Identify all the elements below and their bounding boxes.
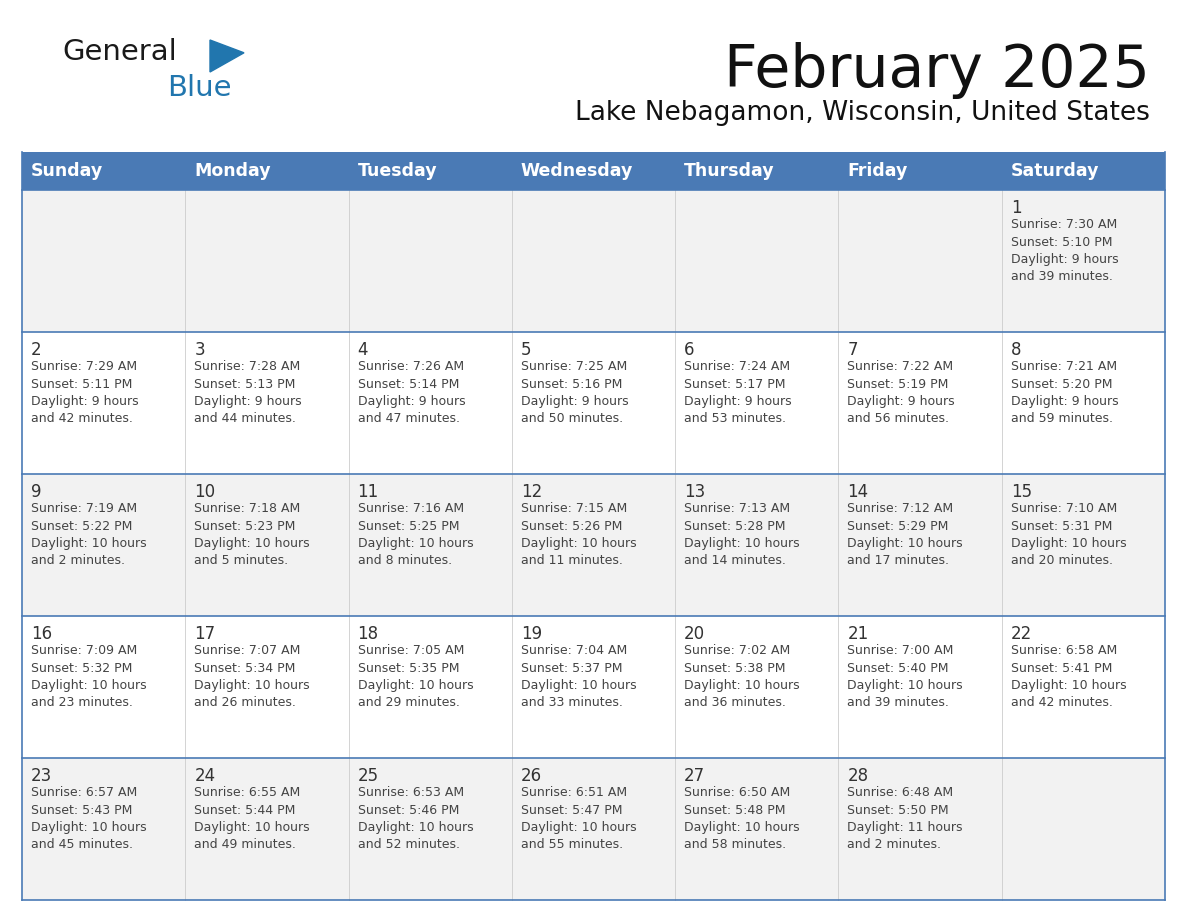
Bar xyxy=(675,152,839,190)
Text: 5: 5 xyxy=(520,341,531,359)
Text: Sunrise: 7:04 AM
Sunset: 5:37 PM
Daylight: 10 hours
and 33 minutes.: Sunrise: 7:04 AM Sunset: 5:37 PM Dayligh… xyxy=(520,644,637,710)
Text: 3: 3 xyxy=(195,341,204,359)
Bar xyxy=(1001,152,1165,190)
Text: 8: 8 xyxy=(1011,341,1022,359)
Text: Sunrise: 7:21 AM
Sunset: 5:20 PM
Daylight: 9 hours
and 59 minutes.: Sunrise: 7:21 AM Sunset: 5:20 PM Dayligh… xyxy=(1011,360,1118,426)
Text: Sunrise: 7:07 AM
Sunset: 5:34 PM
Daylight: 10 hours
and 26 minutes.: Sunrise: 7:07 AM Sunset: 5:34 PM Dayligh… xyxy=(195,644,310,710)
Text: Saturday: Saturday xyxy=(1011,162,1099,180)
Text: Wednesday: Wednesday xyxy=(520,162,633,180)
Text: Sunrise: 7:28 AM
Sunset: 5:13 PM
Daylight: 9 hours
and 44 minutes.: Sunrise: 7:28 AM Sunset: 5:13 PM Dayligh… xyxy=(195,360,302,426)
Text: Sunrise: 6:48 AM
Sunset: 5:50 PM
Daylight: 11 hours
and 2 minutes.: Sunrise: 6:48 AM Sunset: 5:50 PM Dayligh… xyxy=(847,786,963,852)
Text: Monday: Monday xyxy=(195,162,271,180)
Text: 2: 2 xyxy=(31,341,42,359)
Text: 18: 18 xyxy=(358,625,379,643)
Text: Lake Nebagamon, Wisconsin, United States: Lake Nebagamon, Wisconsin, United States xyxy=(575,100,1150,126)
Text: Sunrise: 7:16 AM
Sunset: 5:25 PM
Daylight: 10 hours
and 8 minutes.: Sunrise: 7:16 AM Sunset: 5:25 PM Dayligh… xyxy=(358,502,473,567)
Text: 12: 12 xyxy=(520,483,542,501)
Text: Friday: Friday xyxy=(847,162,908,180)
Bar xyxy=(23,332,1165,474)
Text: February 2025: February 2025 xyxy=(725,42,1150,99)
Text: Sunrise: 7:05 AM
Sunset: 5:35 PM
Daylight: 10 hours
and 29 minutes.: Sunrise: 7:05 AM Sunset: 5:35 PM Dayligh… xyxy=(358,644,473,710)
Text: Sunrise: 7:15 AM
Sunset: 5:26 PM
Daylight: 10 hours
and 11 minutes.: Sunrise: 7:15 AM Sunset: 5:26 PM Dayligh… xyxy=(520,502,637,567)
Text: Sunrise: 7:29 AM
Sunset: 5:11 PM
Daylight: 9 hours
and 42 minutes.: Sunrise: 7:29 AM Sunset: 5:11 PM Dayligh… xyxy=(31,360,139,426)
Text: 6: 6 xyxy=(684,341,695,359)
Text: Tuesday: Tuesday xyxy=(358,162,437,180)
Bar xyxy=(23,758,1165,900)
Text: Sunrise: 7:24 AM
Sunset: 5:17 PM
Daylight: 9 hours
and 53 minutes.: Sunrise: 7:24 AM Sunset: 5:17 PM Dayligh… xyxy=(684,360,791,426)
Text: 19: 19 xyxy=(520,625,542,643)
Text: Sunrise: 6:51 AM
Sunset: 5:47 PM
Daylight: 10 hours
and 55 minutes.: Sunrise: 6:51 AM Sunset: 5:47 PM Dayligh… xyxy=(520,786,637,852)
Text: 26: 26 xyxy=(520,767,542,785)
Bar xyxy=(23,616,1165,758)
Text: 11: 11 xyxy=(358,483,379,501)
Text: General: General xyxy=(62,38,177,66)
Text: Sunrise: 7:10 AM
Sunset: 5:31 PM
Daylight: 10 hours
and 20 minutes.: Sunrise: 7:10 AM Sunset: 5:31 PM Dayligh… xyxy=(1011,502,1126,567)
Text: 1: 1 xyxy=(1011,199,1022,217)
Bar xyxy=(512,152,675,190)
Text: Sunrise: 6:57 AM
Sunset: 5:43 PM
Daylight: 10 hours
and 45 minutes.: Sunrise: 6:57 AM Sunset: 5:43 PM Dayligh… xyxy=(31,786,146,852)
Text: Sunrise: 7:12 AM
Sunset: 5:29 PM
Daylight: 10 hours
and 17 minutes.: Sunrise: 7:12 AM Sunset: 5:29 PM Dayligh… xyxy=(847,502,963,567)
Bar xyxy=(348,152,512,190)
Text: Sunrise: 6:50 AM
Sunset: 5:48 PM
Daylight: 10 hours
and 58 minutes.: Sunrise: 6:50 AM Sunset: 5:48 PM Dayligh… xyxy=(684,786,800,852)
Text: 9: 9 xyxy=(31,483,42,501)
Bar xyxy=(23,474,1165,616)
Text: 21: 21 xyxy=(847,625,868,643)
Text: 25: 25 xyxy=(358,767,379,785)
Text: Sunrise: 7:19 AM
Sunset: 5:22 PM
Daylight: 10 hours
and 2 minutes.: Sunrise: 7:19 AM Sunset: 5:22 PM Dayligh… xyxy=(31,502,146,567)
Text: 14: 14 xyxy=(847,483,868,501)
Text: Sunday: Sunday xyxy=(31,162,103,180)
Text: 22: 22 xyxy=(1011,625,1032,643)
Text: 28: 28 xyxy=(847,767,868,785)
Text: 16: 16 xyxy=(31,625,52,643)
Text: Blue: Blue xyxy=(168,74,232,102)
Polygon shape xyxy=(210,40,244,72)
Bar xyxy=(23,190,1165,332)
Text: Sunrise: 7:30 AM
Sunset: 5:10 PM
Daylight: 9 hours
and 39 minutes.: Sunrise: 7:30 AM Sunset: 5:10 PM Dayligh… xyxy=(1011,218,1118,284)
Text: Sunrise: 7:13 AM
Sunset: 5:28 PM
Daylight: 10 hours
and 14 minutes.: Sunrise: 7:13 AM Sunset: 5:28 PM Dayligh… xyxy=(684,502,800,567)
Text: 7: 7 xyxy=(847,341,858,359)
Text: Sunrise: 7:02 AM
Sunset: 5:38 PM
Daylight: 10 hours
and 36 minutes.: Sunrise: 7:02 AM Sunset: 5:38 PM Dayligh… xyxy=(684,644,800,710)
Text: Sunrise: 7:09 AM
Sunset: 5:32 PM
Daylight: 10 hours
and 23 minutes.: Sunrise: 7:09 AM Sunset: 5:32 PM Dayligh… xyxy=(31,644,146,710)
Text: Thursday: Thursday xyxy=(684,162,775,180)
Text: 23: 23 xyxy=(31,767,52,785)
Text: 10: 10 xyxy=(195,483,215,501)
Text: Sunrise: 7:00 AM
Sunset: 5:40 PM
Daylight: 10 hours
and 39 minutes.: Sunrise: 7:00 AM Sunset: 5:40 PM Dayligh… xyxy=(847,644,963,710)
Text: Sunrise: 6:55 AM
Sunset: 5:44 PM
Daylight: 10 hours
and 49 minutes.: Sunrise: 6:55 AM Sunset: 5:44 PM Dayligh… xyxy=(195,786,310,852)
Text: 24: 24 xyxy=(195,767,215,785)
Text: Sunrise: 6:58 AM
Sunset: 5:41 PM
Daylight: 10 hours
and 42 minutes.: Sunrise: 6:58 AM Sunset: 5:41 PM Dayligh… xyxy=(1011,644,1126,710)
Text: 20: 20 xyxy=(684,625,706,643)
Text: Sunrise: 7:25 AM
Sunset: 5:16 PM
Daylight: 9 hours
and 50 minutes.: Sunrise: 7:25 AM Sunset: 5:16 PM Dayligh… xyxy=(520,360,628,426)
Bar xyxy=(23,152,185,190)
Text: 27: 27 xyxy=(684,767,706,785)
Text: Sunrise: 7:18 AM
Sunset: 5:23 PM
Daylight: 10 hours
and 5 minutes.: Sunrise: 7:18 AM Sunset: 5:23 PM Dayligh… xyxy=(195,502,310,567)
Text: 17: 17 xyxy=(195,625,215,643)
Bar xyxy=(185,152,348,190)
Text: 13: 13 xyxy=(684,483,706,501)
Text: Sunrise: 7:22 AM
Sunset: 5:19 PM
Daylight: 9 hours
and 56 minutes.: Sunrise: 7:22 AM Sunset: 5:19 PM Dayligh… xyxy=(847,360,955,426)
Bar xyxy=(839,152,1001,190)
Text: 4: 4 xyxy=(358,341,368,359)
Text: Sunrise: 7:26 AM
Sunset: 5:14 PM
Daylight: 9 hours
and 47 minutes.: Sunrise: 7:26 AM Sunset: 5:14 PM Dayligh… xyxy=(358,360,466,426)
Text: 15: 15 xyxy=(1011,483,1032,501)
Text: Sunrise: 6:53 AM
Sunset: 5:46 PM
Daylight: 10 hours
and 52 minutes.: Sunrise: 6:53 AM Sunset: 5:46 PM Dayligh… xyxy=(358,786,473,852)
